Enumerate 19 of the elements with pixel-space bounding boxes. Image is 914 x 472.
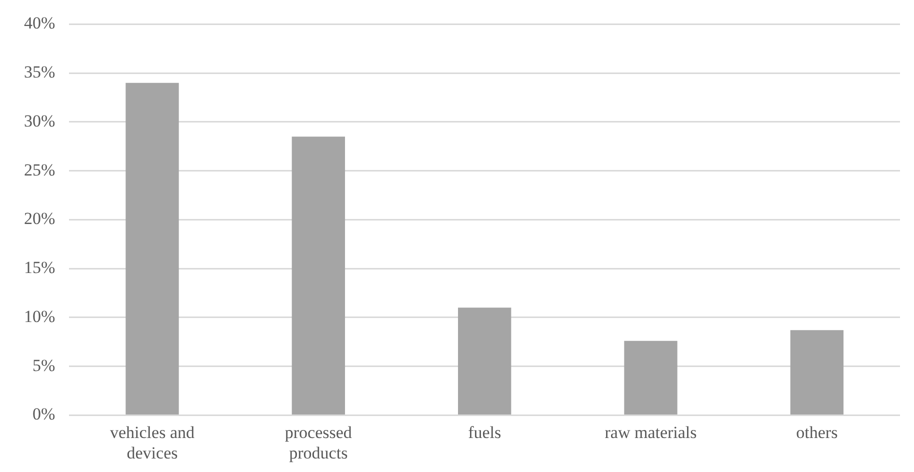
y-tick-label: 30%: [24, 111, 56, 130]
y-tick-label: 15%: [24, 258, 56, 278]
bar: [458, 308, 512, 414]
x-tick-label: raw materials: [604, 422, 697, 442]
y-tick-label: 0%: [32, 404, 56, 424]
y-tick-label: 10%: [24, 306, 56, 326]
bar: [790, 330, 844, 414]
y-tick-label: 40%: [24, 14, 56, 33]
y-tick-label: 35%: [24, 62, 56, 82]
x-tick-label: fuels: [468, 422, 502, 442]
y-tick-label: 20%: [24, 209, 56, 228]
y-tick-label: 25%: [24, 160, 56, 180]
bar: [624, 340, 678, 414]
x-tick-label: others: [796, 422, 838, 442]
bar: [126, 82, 179, 414]
bar: [292, 136, 345, 414]
x-tick-label: processed products: [284, 422, 352, 462]
y-tick-label: 5%: [32, 356, 56, 375]
x-tick-label: vehicles and devices: [110, 422, 195, 462]
